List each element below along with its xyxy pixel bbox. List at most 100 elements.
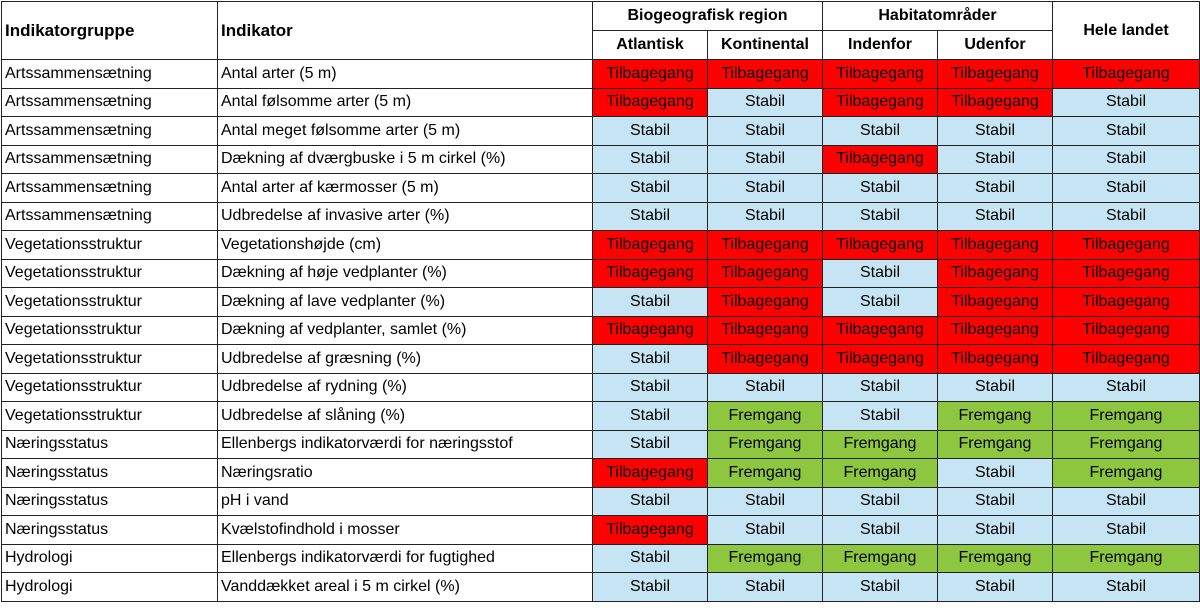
status-cell-udenfor: Fremgang — [937, 401, 1053, 431]
status-cell-indenfor: Tilbagegang — [822, 344, 938, 374]
status-cell-indenfor: Stabil — [822, 258, 938, 288]
status-cell-kontinental: Stabil — [707, 572, 823, 602]
status-cell-kontinental: Stabil — [707, 201, 823, 231]
status-cell-atlantisk: Stabil — [592, 144, 708, 174]
cell-indikatorgruppe: Vegetationsstruktur — [1, 372, 218, 402]
table-row: Artssammensætning Udbredelse af invasive … — [1, 201, 1200, 231]
status-cell-hele-landet: Stabil — [1052, 372, 1200, 402]
status-cell-atlantisk: Stabil — [592, 572, 708, 602]
status-cell-udenfor: Fremgang — [937, 429, 1053, 459]
cell-indikator: Dækning af vedplanter, samlet (%) — [217, 315, 593, 345]
cell-indikator: Antal meget følsomme arter (5 m) — [217, 116, 593, 146]
cell-indikatorgruppe: Artssammensætning — [1, 59, 218, 89]
status-cell-udenfor: Stabil — [937, 572, 1053, 602]
cell-indikator: Dækning af høje vedplanter (%) — [217, 258, 593, 288]
status-cell-hele-landet: Stabil — [1052, 144, 1200, 174]
cell-indikator: Antal følsomme arter (5 m) — [217, 87, 593, 117]
status-cell-hele-landet: Tilbagegang — [1052, 287, 1200, 317]
status-cell-udenfor: Stabil — [937, 486, 1053, 516]
status-cell-kontinental: Stabil — [707, 173, 823, 203]
table-row: Næringsstatus pH i vand Stabil Stabil Stabil… — [1, 486, 1200, 516]
status-cell-udenfor: Tilbagegang — [937, 344, 1053, 374]
cell-indikatorgruppe: Næringsstatus — [1, 458, 218, 488]
table-row: Vegetationsstruktur Dækning af lave vedpl… — [1, 287, 1200, 317]
cell-indikatorgruppe: Hydrologi — [1, 572, 218, 602]
status-cell-atlantisk: Stabil — [592, 201, 708, 231]
cell-indikatorgruppe: Vegetationsstruktur — [1, 258, 218, 288]
cell-indikator: Dækning af dværgbuske i 5 m cirkel (%) — [217, 144, 593, 174]
status-cell-indenfor: Tilbagegang — [822, 315, 938, 345]
status-cell-hele-landet: Tilbagegang — [1052, 59, 1200, 89]
status-cell-kontinental: Tilbagegang — [707, 230, 823, 260]
status-cell-hele-landet: Fremgang — [1052, 458, 1200, 488]
table-row: Vegetationsstruktur Dækning af vedplanter… — [1, 315, 1200, 345]
status-cell-udenfor: Fremgang — [937, 543, 1053, 573]
status-cell-kontinental: Fremgang — [707, 429, 823, 459]
status-cell-kontinental: Stabil — [707, 87, 823, 117]
cell-indikator: Kvælstofindhold i mosser — [217, 515, 593, 545]
cell-indikatorgruppe: Vegetationsstruktur — [1, 344, 218, 374]
status-cell-udenfor: Stabil — [937, 144, 1053, 174]
cell-indikator: Udbredelse af invasive arter (%) — [217, 201, 593, 231]
status-cell-udenfor: Tilbagegang — [937, 287, 1053, 317]
table-row: Vegetationsstruktur Vegetationshøjde (cm)… — [1, 230, 1200, 260]
table-row: Artssammensætning Antal arter (5 m) Tilbag… — [1, 59, 1200, 89]
status-cell-hele-landet: Stabil — [1052, 572, 1200, 602]
status-cell-atlantisk: Stabil — [592, 429, 708, 459]
table-row: Artssammensætning Dækning af dværgbuske i… — [1, 144, 1200, 174]
cell-indikatorgruppe: Artssammensætning — [1, 201, 218, 231]
status-cell-hele-landet: Tilbagegang — [1052, 315, 1200, 345]
header-hele-landet: Hele landet — [1052, 1, 1200, 60]
status-cell-hele-landet: Fremgang — [1052, 429, 1200, 459]
status-cell-udenfor: Tilbagegang — [937, 258, 1053, 288]
status-cell-atlantisk: Tilbagegang — [592, 315, 708, 345]
status-cell-indenfor: Stabil — [822, 201, 938, 231]
status-cell-hele-landet: Stabil — [1052, 87, 1200, 117]
status-cell-indenfor: Stabil — [822, 173, 938, 203]
status-cell-udenfor: Stabil — [937, 458, 1053, 488]
cell-indikatorgruppe: Næringsstatus — [1, 429, 218, 459]
header-row-2: Atlantisk Kontinental Indenfor Udenfor — [2, 30, 1200, 60]
cell-indikatorgruppe: Vegetationsstruktur — [1, 230, 218, 260]
cell-indikator: Udbredelse af græsning (%) — [217, 344, 593, 374]
header-udenfor: Udenfor — [937, 30, 1053, 60]
status-cell-udenfor: Tilbagegang — [937, 59, 1053, 89]
status-cell-kontinental: Tilbagegang — [707, 59, 823, 89]
status-cell-hele-landet: Tilbagegang — [1052, 230, 1200, 260]
cell-indikatorgruppe: Vegetationsstruktur — [1, 401, 218, 431]
status-cell-atlantisk: Stabil — [592, 486, 708, 516]
status-cell-indenfor: Tilbagegang — [822, 144, 938, 174]
header-habitatomraader: Habitatområder — [822, 1, 1053, 31]
status-cell-hele-landet: Stabil — [1052, 201, 1200, 231]
status-cell-indenfor: Stabil — [822, 515, 938, 545]
header-indikator: Indikator — [217, 1, 593, 60]
status-cell-kontinental: Stabil — [707, 372, 823, 402]
cell-indikator: Vegetationshøjde (cm) — [217, 230, 593, 260]
status-cell-udenfor: Stabil — [937, 515, 1053, 545]
table-row: Næringsstatus Kvælstofindhold i mosser Til… — [1, 515, 1200, 545]
cell-indikatorgruppe: Næringsstatus — [1, 486, 218, 516]
status-cell-udenfor: Tilbagegang — [937, 87, 1053, 117]
table-header: Indikatorgruppe Indikator Biogeografisk … — [1, 1, 1200, 60]
status-cell-udenfor: Stabil — [937, 201, 1053, 231]
header-kontinental: Kontinental — [707, 30, 823, 60]
status-cell-kontinental: Stabil — [707, 144, 823, 174]
status-cell-kontinental: Stabil — [707, 515, 823, 545]
status-cell-udenfor: Tilbagegang — [937, 315, 1053, 345]
status-cell-kontinental: Stabil — [707, 486, 823, 516]
status-cell-indenfor: Stabil — [822, 401, 938, 431]
table-row: Vegetationsstruktur Udbredelse af græsnin… — [1, 344, 1200, 374]
status-cell-atlantisk: Stabil — [592, 344, 708, 374]
status-cell-kontinental: Tilbagegang — [707, 287, 823, 317]
header-atlantisk: Atlantisk — [592, 30, 708, 60]
cell-indikatorgruppe: Artssammensætning — [1, 173, 218, 203]
status-cell-kontinental: Tilbagegang — [707, 315, 823, 345]
table-row: Artssammensætning Antal arter af kærmosse… — [1, 173, 1200, 203]
status-cell-hele-landet: Fremgang — [1052, 401, 1200, 431]
status-cell-hele-landet: Fremgang — [1052, 543, 1200, 573]
cell-indikatorgruppe: Vegetationsstruktur — [1, 315, 218, 345]
status-cell-hele-landet: Tilbagegang — [1052, 344, 1200, 374]
cell-indikator: Antal arter af kærmosser (5 m) — [217, 173, 593, 203]
status-cell-indenfor: Stabil — [822, 486, 938, 516]
